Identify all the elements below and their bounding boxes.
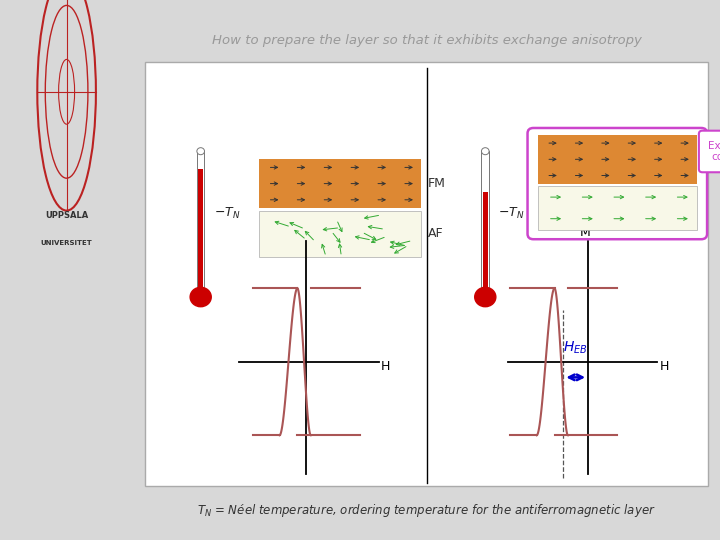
- Bar: [197, 151, 204, 297]
- Text: How to prepare the layer so that it exhibits exchange anisotropy: How to prepare the layer so that it exhi…: [212, 34, 642, 47]
- Text: UNIVERSITET: UNIVERSITET: [41, 240, 92, 246]
- Text: H: H: [660, 360, 669, 373]
- Bar: [538, 186, 696, 230]
- Text: $-T_N$: $-T_N$: [214, 206, 240, 221]
- Circle shape: [482, 147, 489, 154]
- Text: $T_{N}$ = Néel temperature, ordering temperature for the antiferromagnetic layer: $T_{N}$ = Néel temperature, ordering tem…: [197, 502, 656, 519]
- FancyBboxPatch shape: [699, 131, 720, 172]
- Text: Exchange
coupling: Exchange coupling: [708, 140, 720, 162]
- Bar: [259, 211, 420, 256]
- Bar: [259, 159, 420, 208]
- Bar: [145, 62, 708, 486]
- Text: M: M: [298, 226, 309, 239]
- Circle shape: [197, 147, 204, 154]
- Text: UPPSALA: UPPSALA: [45, 212, 89, 220]
- Bar: [198, 168, 203, 297]
- Circle shape: [474, 287, 496, 307]
- Circle shape: [190, 287, 211, 307]
- Bar: [482, 192, 488, 297]
- Text: M: M: [580, 226, 590, 239]
- Text: FM: FM: [428, 177, 446, 190]
- Text: $-T_N$: $-T_N$: [498, 206, 525, 221]
- Text: AF: AF: [428, 227, 444, 240]
- Text: H: H: [381, 360, 390, 373]
- Bar: [538, 135, 696, 184]
- Bar: [482, 151, 489, 297]
- Text: $H_{EB}$: $H_{EB}$: [563, 339, 588, 356]
